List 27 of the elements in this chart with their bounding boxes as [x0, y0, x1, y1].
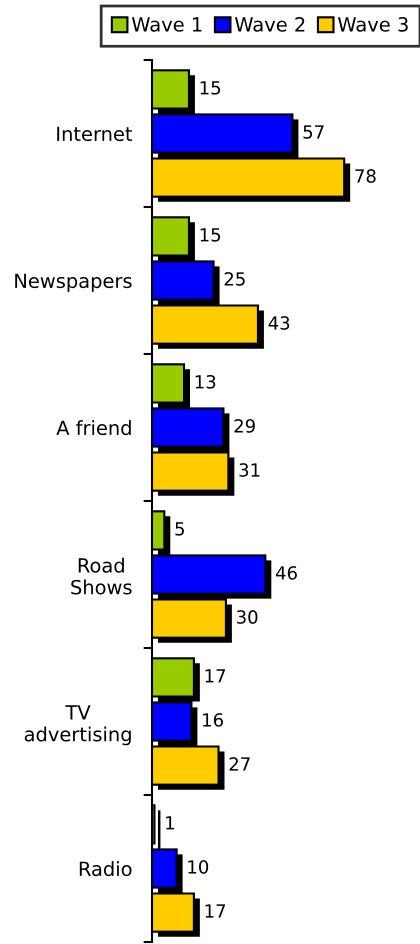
data-label: 10 — [188, 860, 208, 874]
data-label: 31 — [239, 463, 260, 477]
data-label: 46 — [276, 566, 297, 580]
data-label: 16 — [203, 713, 223, 727]
data-label: 13 — [196, 374, 216, 389]
legend-label: Wave 2 — [234, 17, 304, 32]
data-label: 1 — [166, 816, 174, 830]
data-label: 15 — [200, 228, 220, 242]
data-label: 78 — [355, 169, 376, 183]
y-tick-label: Newspapers — [15, 274, 132, 292]
data-label: 25 — [224, 272, 245, 286]
y-tick-label: Internet — [57, 126, 132, 142]
legend-label: Wave 3 — [338, 17, 408, 32]
data-label: 30 — [237, 610, 258, 624]
y-tick-label: TV advertising — [24, 705, 131, 746]
y-tick-label: Radio — [80, 861, 132, 876]
data-label: 29 — [234, 419, 255, 433]
legend-label: Wave 1 — [132, 17, 202, 32]
data-label: 17 — [206, 669, 226, 682]
data-label: 15 — [200, 81, 220, 95]
data-label: 17 — [206, 904, 226, 918]
y-tick-label: A friend — [56, 420, 131, 436]
data-label: 57 — [304, 125, 324, 139]
data-label: 5 — [175, 522, 184, 536]
y-tick-label: Road Shows — [71, 558, 132, 595]
data-label: 43 — [268, 316, 290, 330]
data-label: 27 — [230, 757, 250, 771]
